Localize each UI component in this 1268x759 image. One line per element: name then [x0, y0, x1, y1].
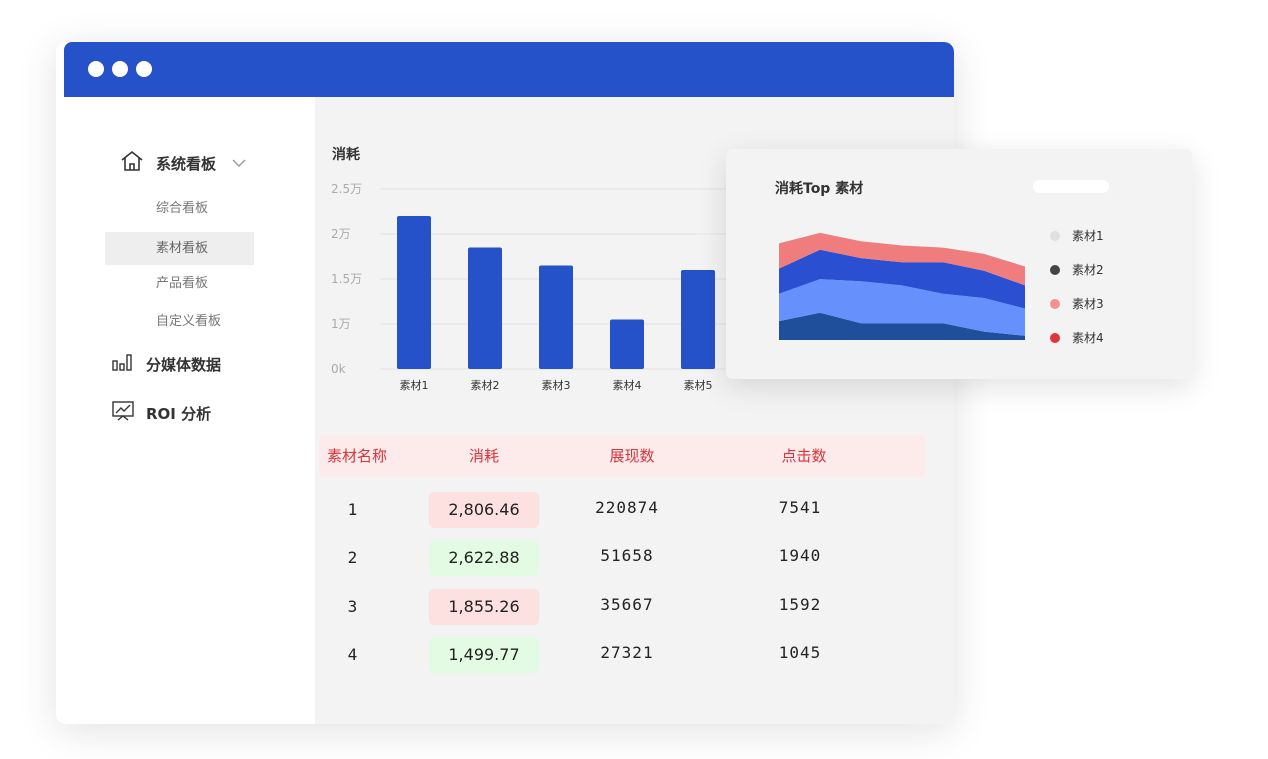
sidebar-item-label: ROI 分析: [146, 404, 212, 423]
clicks-value: 1592: [778, 595, 822, 614]
legend-dot-icon: [1050, 264, 1060, 275]
column-header-name[interactable]: 素材名称: [326, 447, 387, 465]
legend-dot-icon: [1050, 332, 1060, 343]
sidebar-subitem-label: 自定义看板: [156, 314, 222, 329]
cost-badge: 2,622.88: [429, 540, 539, 576]
sidebar-subitem-label: 素材看板: [156, 241, 209, 256]
sidebar-item-dashboard[interactable]: 系统看板: [120, 150, 246, 176]
legend-item[interactable]: 素材4: [1050, 329, 1104, 346]
row-id: 1: [347, 500, 359, 519]
bar: [397, 216, 431, 369]
sidebar: 系统看板 综合看板 素材看板 产品看板 自定义看板 分媒体数据 ROI 分析: [56, 97, 315, 724]
row-id: 2: [347, 548, 359, 567]
y-tick-label: 1万: [331, 317, 351, 331]
legend-item[interactable]: 素材1: [1050, 227, 1104, 244]
impressions-value: 51658: [600, 546, 654, 565]
row-id: 3: [347, 597, 359, 616]
area-series: [779, 312, 1025, 340]
column-header-clicks[interactable]: 点击数: [781, 447, 827, 465]
bar-chart-icon: [112, 353, 134, 375]
chart-title: 消耗: [332, 147, 360, 163]
popup-filter-pill[interactable]: [1033, 180, 1109, 193]
cost-badge: 1,499.77: [429, 637, 539, 673]
title-bar: [64, 42, 954, 97]
clicks-value: 1045: [778, 643, 822, 662]
area-series: [779, 279, 1025, 336]
sidebar-subitem-label: 产品看板: [156, 276, 209, 291]
sidebar-subitem-product[interactable]: 产品看板: [105, 267, 254, 300]
window-minimize-dot[interactable]: [112, 61, 128, 77]
trend-chart-icon: [112, 401, 134, 425]
y-tick-label: 0k: [331, 362, 346, 376]
window-maximize-dot[interactable]: [136, 61, 152, 77]
y-tick-label: 1.5万: [331, 272, 362, 286]
legend-label: 素材3: [1072, 297, 1104, 311]
legend-item[interactable]: 素材2: [1050, 261, 1104, 278]
sidebar-item-label: 分媒体数据: [146, 355, 222, 374]
sidebar-subitem-material[interactable]: 素材看板: [105, 232, 254, 265]
popup-title: 消耗Top 素材: [775, 181, 864, 197]
x-tick-label: 素材3: [542, 378, 571, 392]
cost-badge: 2,806.46: [429, 492, 539, 528]
table-header: 素材名称 消耗 展现数 点击数: [319, 435, 925, 477]
y-tick-label: 2.5万: [331, 182, 362, 196]
impressions-value: 35667: [600, 595, 654, 614]
area-series: [779, 232, 1025, 286]
x-tick-label: 素材5: [684, 378, 713, 392]
bar: [610, 319, 644, 369]
x-tick-label: 素材4: [613, 378, 642, 392]
column-header-impressions[interactable]: 展现数: [609, 447, 655, 465]
row-id: 4: [347, 645, 359, 664]
cost-badge: 1,855.26: [429, 589, 539, 625]
sidebar-subitem-overview[interactable]: 综合看板: [105, 192, 254, 225]
y-tick-label: 2万: [331, 227, 351, 241]
column-header-cost[interactable]: 消耗: [468, 447, 499, 465]
impressions-value: 220874: [595, 498, 659, 517]
window-close-dot[interactable]: [88, 61, 104, 77]
area-series: [779, 249, 1025, 309]
legend-item[interactable]: 素材3: [1050, 295, 1104, 312]
sidebar-subitem-label: 综合看板: [156, 201, 209, 216]
sidebar-item-roi[interactable]: ROI 分析: [112, 401, 211, 425]
impressions-value: 27321: [600, 643, 654, 662]
bar: [539, 265, 573, 369]
home-icon: [120, 150, 144, 176]
bar: [681, 270, 715, 369]
legend-label: 素材2: [1072, 263, 1104, 277]
x-tick-label: 素材2: [471, 378, 500, 392]
legend-dot-icon: [1050, 298, 1060, 309]
legend-label: 素材4: [1072, 331, 1104, 345]
legend-label: 素材1: [1072, 229, 1104, 243]
clicks-value: 1940: [778, 546, 822, 565]
sidebar-subitem-custom[interactable]: 自定义看板: [105, 305, 254, 338]
x-tick-label: 素材1: [400, 378, 429, 392]
app-window: 系统看板 综合看板 素材看板 产品看板 自定义看板 分媒体数据 ROI 分析 消…: [56, 42, 954, 724]
chevron-down-icon[interactable]: [232, 154, 246, 172]
sidebar-item-label: 系统看板: [156, 154, 217, 173]
bar: [468, 247, 502, 369]
legend-dot-icon: [1050, 230, 1060, 241]
top-material-popup: 消耗Top 素材 素材1 素材2 素材3 素材4: [726, 149, 1192, 379]
clicks-value: 7541: [778, 498, 822, 517]
area-chart: [779, 232, 1025, 340]
sidebar-item-media[interactable]: 分媒体数据: [112, 353, 221, 375]
